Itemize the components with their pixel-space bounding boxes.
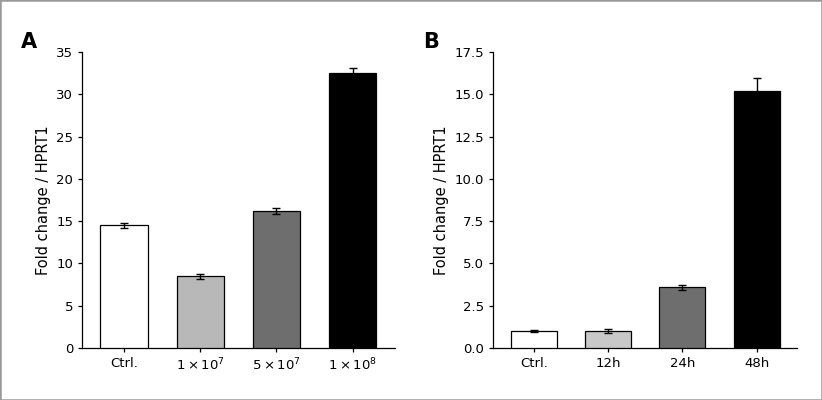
Text: A: A	[21, 32, 37, 52]
Bar	[177, 276, 224, 348]
Text: B: B	[423, 32, 439, 52]
Bar	[585, 331, 631, 348]
Bar	[329, 73, 376, 348]
Bar	[733, 91, 779, 348]
Bar	[100, 225, 148, 348]
Y-axis label: Fold change / HPRT1: Fold change / HPRT1	[35, 125, 51, 275]
Bar	[253, 211, 300, 348]
Bar	[511, 331, 557, 348]
Y-axis label: Fold change / HPRT1: Fold change / HPRT1	[434, 125, 449, 275]
Bar	[659, 287, 705, 348]
